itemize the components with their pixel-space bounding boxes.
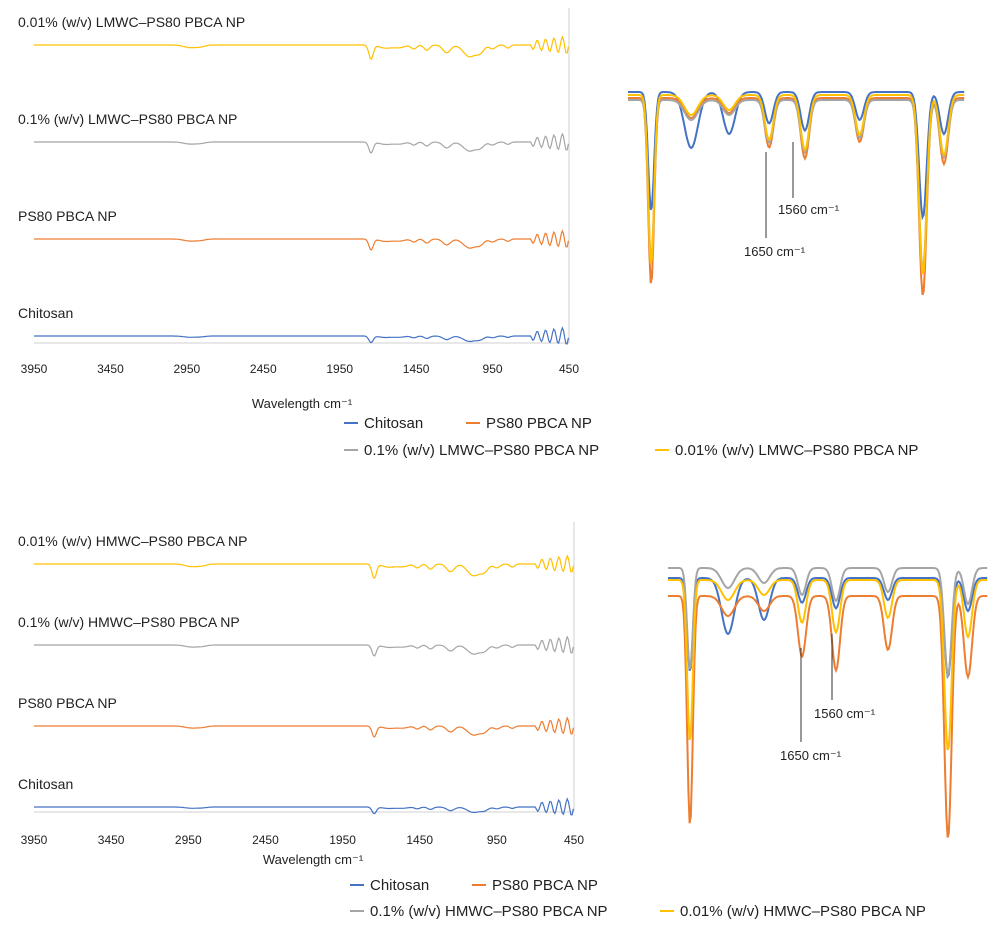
legend-entry: PS80 PBCA NP [492,877,598,894]
x-tick-label: 1450 [406,833,433,847]
spectrum-line [34,554,574,580]
x-tick-label: 1950 [329,833,356,847]
trace-label: 0.01% (w/v) HMWC–PS80 PBCA NP [18,533,248,549]
annotation-label: 1560 cm⁻¹ [814,706,876,721]
trace-label: Chitosan [18,776,73,792]
zoom-spectrum-line [668,595,988,838]
x-tick-label: 2450 [250,362,277,376]
legend-entry: Chitosan [370,877,429,894]
x-tick-label: 450 [559,362,579,376]
legend-entry: 0.01% (w/v) HMWC–PS80 PBCA NP [680,903,926,920]
x-axis-label: Wavelength cm⁻¹ [252,396,353,411]
trace-label: 0.01% (w/v) LMWC–PS80 PBCA NP [18,14,245,30]
x-axis-label: Wavelength cm⁻¹ [263,852,364,867]
zoom-spectrum-line [628,91,965,221]
zoom-spectrum-line [668,567,988,679]
trace-label: 0.1% (w/v) HMWC–PS80 PBCA NP [18,614,240,630]
trace-label: PS80 PBCA NP [18,208,117,224]
spectrum-line [34,716,574,738]
legend-entry: 0.1% (w/v) HMWC–PS80 PBCA NP [370,903,608,920]
spectrum-line [34,35,569,61]
x-tick-label: 3450 [98,833,125,847]
legend-entry: PS80 PBCA NP [486,415,592,432]
hmwc-zoom-panel: 1560 cm⁻¹ 1650 cm⁻¹ [668,567,988,838]
lmwc-zoom-panel: 1560 cm⁻¹ 1650 cm⁻¹ [628,91,965,296]
zoom-spectrum-line [668,577,988,680]
x-tick-label: 950 [483,362,503,376]
x-tick-label: 2950 [175,833,202,847]
spectrum-line [34,797,574,816]
x-tick-label: 450 [564,833,584,847]
zoom-spectrum-line [628,97,965,296]
zoom-spectrum-line [668,579,988,751]
trace-label: Chitosan [18,305,73,321]
trace-label: 0.1% (w/v) LMWC–PS80 PBCA NP [18,111,237,127]
lmwc-spectra-panel: 3950 3450 2950 2450 1950 1450 950 450 Wavelength… [18,8,918,459]
x-tick-label: 2450 [252,833,279,847]
spectrum-line [34,132,569,154]
hmwc-spectra-panel: 3950 3450 2950 2450 1950 1450 950 450 Wavelength… [18,522,926,920]
x-tick-label: 950 [487,833,507,847]
annotation-label: 1650 cm⁻¹ [744,244,806,259]
annotation-label: 1650 cm⁻¹ [780,748,842,763]
zoom-spectrum-line [628,94,965,275]
spectrum-line [34,326,569,345]
x-tick-label: 3950 [21,833,48,847]
legend-entry: Chitosan [364,415,423,432]
trace-label: PS80 PBCA NP [18,695,117,711]
zoom-spectrum-line [628,99,965,271]
legend-entry: 0.1% (w/v) LMWC–PS80 PBCA NP [364,442,599,459]
spectrum-line [34,635,574,657]
x-tick-label: 1950 [326,362,353,376]
x-tick-label: 2950 [174,362,201,376]
x-tick-label: 3950 [21,362,48,376]
annotation-label: 1560 cm⁻¹ [778,202,840,217]
x-tick-label: 3450 [97,362,124,376]
x-tick-label: 1450 [403,362,430,376]
legend-entry: 0.01% (w/v) LMWC–PS80 PBCA NP [675,442,918,459]
spectrum-line [34,229,569,251]
